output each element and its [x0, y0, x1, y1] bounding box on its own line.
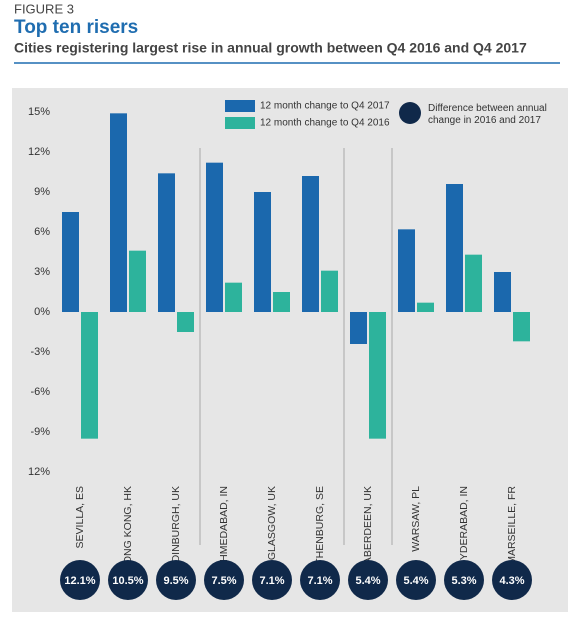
- x-tick-label: MARSEILLE, FR: [506, 486, 518, 565]
- difference-marker: [156, 560, 196, 600]
- difference-marker: [300, 560, 340, 600]
- y-tick-label: -9%: [30, 426, 50, 438]
- bar: [350, 312, 367, 344]
- y-tick-label: 0%: [34, 306, 50, 318]
- legend-note: Difference between annual change in 2016…: [428, 103, 547, 126]
- chart-subtitle: Cities registering largest rise in annua…: [14, 40, 527, 56]
- chart-title: Top ten risers: [14, 17, 138, 38]
- x-tick-label: SEVILLA, ES: [74, 486, 86, 548]
- x-tick-label: GLASGOW, UK: [266, 486, 278, 560]
- bar: [369, 312, 386, 439]
- y-tick-label: 9%: [34, 186, 50, 198]
- legend-swatch: [225, 117, 255, 129]
- y-tick-label: 12%: [28, 466, 50, 478]
- bar: [302, 176, 319, 312]
- bar: [110, 113, 127, 312]
- difference-marker: [492, 560, 532, 600]
- difference-label: 5.4%: [355, 575, 380, 587]
- bar: [321, 270, 338, 312]
- legend-marker: [399, 102, 421, 124]
- panel: [12, 88, 568, 612]
- difference-marker: [60, 560, 100, 600]
- x-tick-label: WARSAW, PL: [410, 486, 422, 552]
- figure-label: FIGURE 3: [14, 1, 74, 16]
- difference-marker: [444, 560, 484, 600]
- y-tick-label: 3%: [34, 266, 50, 278]
- legend-swatch: [225, 100, 255, 112]
- difference-marker: [252, 560, 292, 600]
- x-tick-label: EDINBURGH, UK: [170, 486, 182, 569]
- y-tick-label: 15%: [28, 106, 50, 118]
- bar: [81, 312, 98, 439]
- bar: [206, 162, 223, 312]
- bar: [446, 184, 463, 312]
- x-tick-label: ABERDEEN, UK: [362, 486, 374, 564]
- bar: [273, 292, 290, 312]
- difference-label: 12.1%: [64, 575, 95, 587]
- difference-label: 4.3%: [499, 575, 524, 587]
- x-tick-label: HONG KONG, HK: [122, 486, 134, 572]
- difference-label: 9.5%: [163, 575, 188, 587]
- x-tick-label: AHMEDABAD, IN: [218, 486, 230, 569]
- y-tick-label: 12%: [28, 146, 50, 158]
- x-tick-label: HYDERABAD, IN: [458, 486, 470, 568]
- difference-label: 10.5%: [112, 575, 143, 587]
- bar: [158, 173, 175, 312]
- bar: [465, 254, 482, 312]
- bar: [225, 282, 242, 312]
- bar: [62, 212, 79, 312]
- bar: [177, 312, 194, 332]
- difference-label: 5.4%: [403, 575, 428, 587]
- legend-label: 12 month change to Q4 2016: [260, 118, 390, 129]
- bar: [417, 302, 434, 312]
- difference-label: 7.1%: [307, 575, 332, 587]
- difference-label: 5.3%: [451, 575, 476, 587]
- difference-label: 7.5%: [211, 575, 236, 587]
- y-tick-label: -3%: [30, 346, 50, 358]
- bar: [494, 272, 511, 312]
- bar: [513, 312, 530, 342]
- x-tick-label: GOTHENBURG, SE: [314, 486, 326, 581]
- bar: [398, 229, 415, 312]
- legend-label: 12 month change to Q4 2017: [260, 101, 390, 112]
- bar: [129, 250, 146, 312]
- difference-marker: [348, 560, 388, 600]
- y-tick-label: -6%: [30, 386, 50, 398]
- difference-marker: [108, 560, 148, 600]
- difference-marker: [204, 560, 244, 600]
- difference-marker: [396, 560, 436, 600]
- bar: [254, 192, 271, 312]
- difference-label: 7.1%: [259, 575, 284, 587]
- y-tick-label: 6%: [34, 226, 50, 238]
